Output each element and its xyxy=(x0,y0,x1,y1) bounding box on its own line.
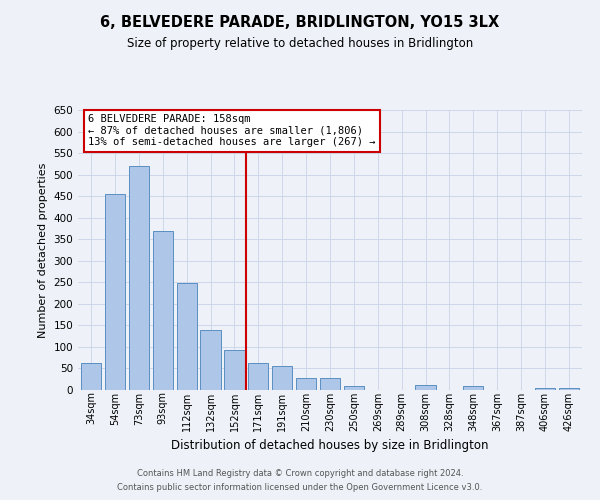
Bar xyxy=(463,386,484,390)
Bar xyxy=(320,378,340,390)
Bar xyxy=(272,366,292,390)
Bar xyxy=(296,378,316,390)
Text: 6, BELVEDERE PARADE, BRIDLINGTON, YO15 3LX: 6, BELVEDERE PARADE, BRIDLINGTON, YO15 3… xyxy=(100,15,500,30)
Text: 6 BELVEDERE PARADE: 158sqm
← 87% of detached houses are smaller (1,806)
13% of s: 6 BELVEDERE PARADE: 158sqm ← 87% of deta… xyxy=(88,114,376,148)
Text: Contains HM Land Registry data © Crown copyright and database right 2024.: Contains HM Land Registry data © Crown c… xyxy=(137,468,463,477)
Bar xyxy=(224,350,245,390)
Bar xyxy=(105,194,125,390)
Bar xyxy=(559,388,579,390)
Bar xyxy=(129,166,149,390)
Bar xyxy=(176,283,197,390)
Text: Size of property relative to detached houses in Bridlington: Size of property relative to detached ho… xyxy=(127,38,473,51)
Bar xyxy=(248,364,268,390)
Bar xyxy=(152,231,173,390)
Text: Contains public sector information licensed under the Open Government Licence v3: Contains public sector information licen… xyxy=(118,484,482,492)
X-axis label: Distribution of detached houses by size in Bridlington: Distribution of detached houses by size … xyxy=(171,439,489,452)
Bar xyxy=(344,386,364,390)
Bar xyxy=(81,363,101,390)
Bar xyxy=(415,385,436,390)
Bar xyxy=(535,388,555,390)
Y-axis label: Number of detached properties: Number of detached properties xyxy=(38,162,48,338)
Bar xyxy=(200,330,221,390)
